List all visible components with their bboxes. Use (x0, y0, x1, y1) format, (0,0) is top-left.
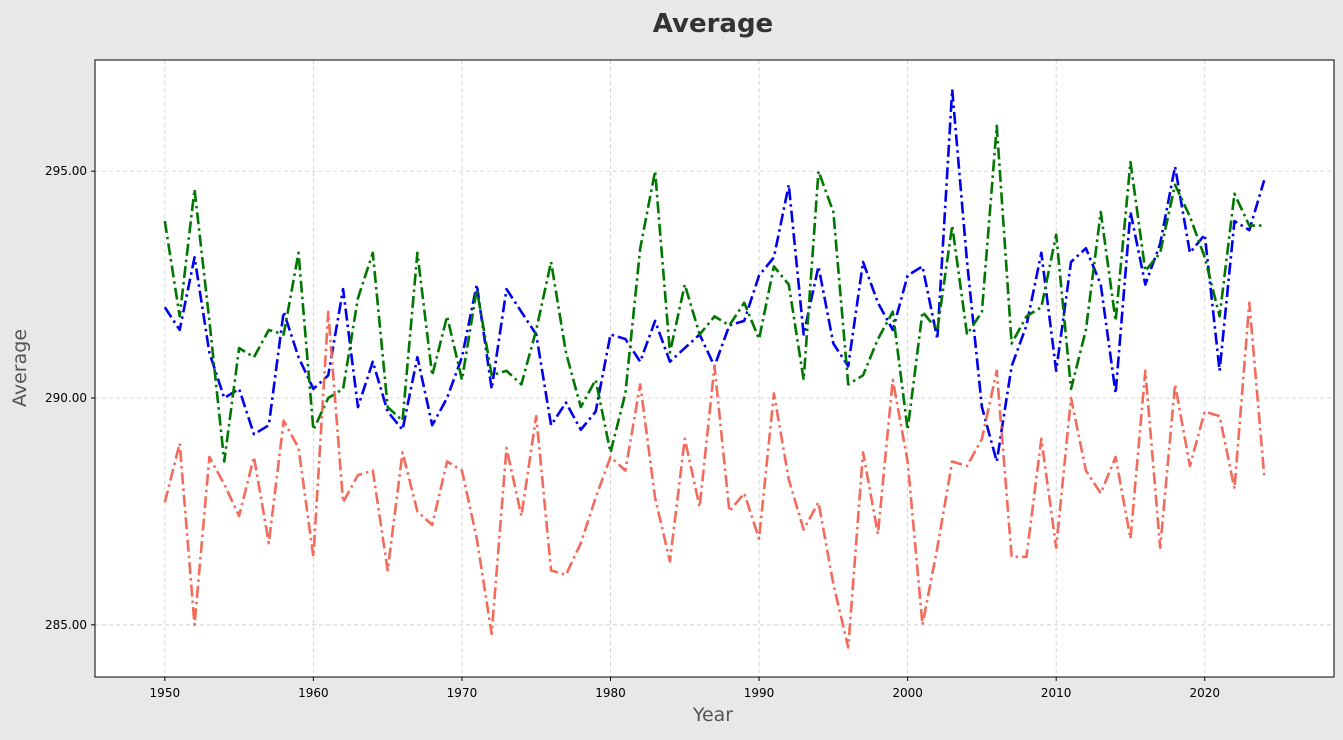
x-tick-label: 2020 (1189, 686, 1220, 700)
y-axis-title: Average (9, 329, 31, 407)
x-tick-label: 2000 (892, 686, 923, 700)
tick-layer: 1950 1960 1970 1980 1990 2000 2010 2020 285.00 29… (45, 164, 1220, 700)
x-tick-label: 1960 (298, 686, 329, 700)
plot-frame (94, 59, 1335, 678)
x-tick-label: 1980 (595, 686, 626, 700)
chart-title: Average (653, 9, 773, 39)
x-tick-label: 2010 (1041, 686, 1072, 700)
x-tick-label: 1990 (744, 686, 775, 700)
x-tick-label: 1970 (447, 686, 478, 700)
y-tick-label: 290.00 (45, 391, 87, 405)
y-tick-label: 295.00 (45, 164, 87, 178)
series-line-3 (163, 301, 1266, 649)
y-tick-label: 285.00 (45, 618, 87, 632)
series-line-2 (163, 124, 1265, 463)
series-layer (163, 88, 1266, 649)
x-tick-label: 1950 (150, 686, 181, 700)
x-axis-title: Year (692, 704, 733, 726)
